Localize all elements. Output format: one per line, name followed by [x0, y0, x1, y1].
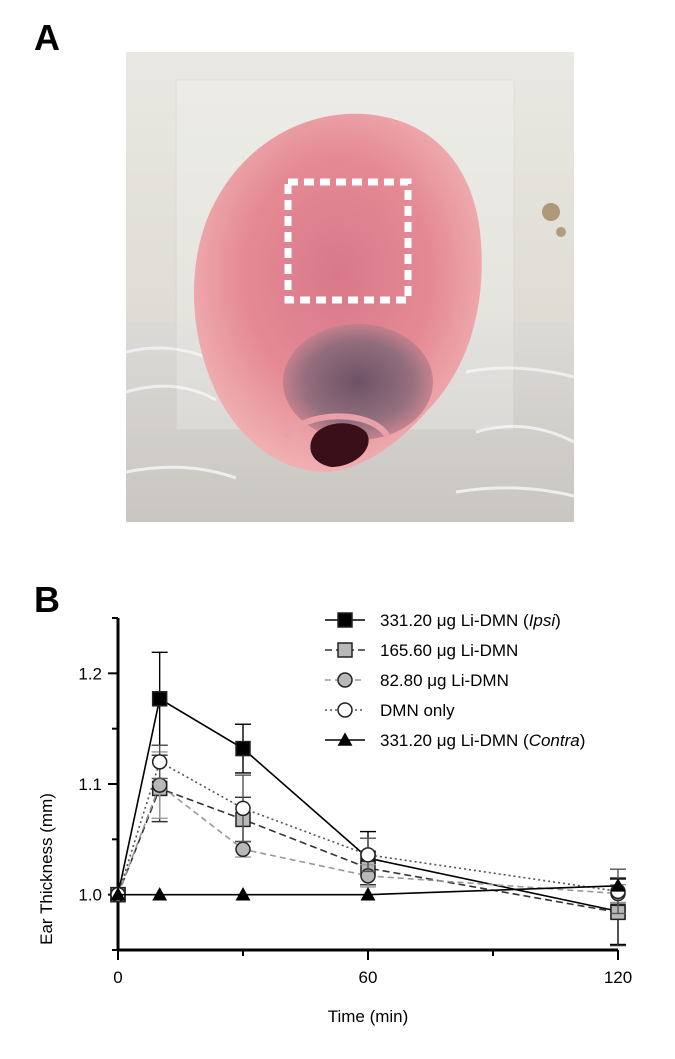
chart-panel: 1.0 1.1 1.2 0 60 120 331.20 μg Li-DMN (Ipsi) 1…	[0, 570, 675, 1054]
ear-photo	[125, 52, 575, 522]
legend-marker	[337, 612, 353, 628]
legend-entry-2: 165.60 μg Li-DMN	[325, 641, 518, 660]
ear-rim	[283, 413, 391, 439]
legend-entry-3: 82.80 μg Li-DMN	[325, 671, 509, 690]
data-point	[235, 740, 251, 757]
legend-marker	[337, 642, 353, 658]
chart-series	[110, 651, 626, 947]
x-axis-label: Time (min)	[328, 1007, 409, 1026]
legend-label: DMN only	[380, 701, 455, 720]
y-tick-label: 1.0	[78, 886, 102, 905]
panel-label-b: B	[34, 579, 60, 620]
legend-marker	[337, 672, 353, 688]
data-point	[152, 887, 168, 901]
stain-spot	[542, 203, 560, 221]
series-5	[110, 878, 626, 901]
legend-marker	[337, 702, 353, 718]
x-tick-label: 120	[604, 968, 632, 987]
ear-canal	[310, 423, 369, 467]
legend-label: 331.20 μg Li-DMN (Contra)	[380, 731, 585, 750]
ear-inner-dark	[283, 324, 433, 440]
data-point	[235, 841, 251, 858]
y-tick-label: 1.2	[78, 664, 102, 683]
data-point	[610, 878, 626, 892]
x-tick-label: 60	[359, 968, 378, 987]
series-3	[110, 751, 626, 904]
data-point	[151, 754, 168, 770]
legend-marker	[337, 732, 353, 746]
legend-label: 165.60 μg Li-DMN	[380, 641, 518, 660]
x-tick-label: 0	[113, 968, 122, 987]
chart-axes: 1.0 1.1 1.2 0 60 120	[78, 617, 632, 987]
legend-label: 82.80 μg Li-DMN	[380, 671, 509, 690]
legend-entry-1: 331.20 μg Li-DMN (Ipsi)	[325, 611, 561, 630]
highlight-box	[284, 178, 412, 304]
data-point	[110, 887, 126, 901]
stain-spot	[556, 227, 566, 237]
legend-entry-5: 331.20 μg Li-DMN (Contra)	[325, 731, 585, 750]
data-point	[360, 847, 376, 863]
legend-label: 331.20 μg Li-DMN (Ipsi)	[380, 611, 561, 630]
panel-label-a: A	[34, 17, 60, 58]
y-axis-label: Ear Thickness (mm)	[37, 793, 56, 945]
fur-strands	[125, 346, 575, 498]
y-tick-label: 1.1	[78, 775, 102, 794]
data-point	[235, 887, 251, 901]
legend-entry-4: DMN only	[325, 701, 455, 720]
line-chart: 1.01.11.20 60 120 331.20 μg Li-DMN (Ipsi)1…	[37, 611, 632, 1026]
chart-legend: 331.20 μg Li-DMN (Ipsi)165.60 μg Li-DMN …	[325, 611, 585, 750]
data-point	[151, 691, 168, 707]
data-point	[151, 777, 168, 793]
data-point	[235, 800, 251, 817]
data-point	[360, 887, 376, 901]
